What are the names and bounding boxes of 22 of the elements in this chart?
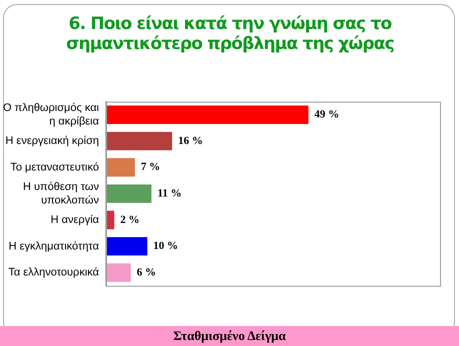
- y-tick-label: Η υπόθεση των υποκλοπών: [23, 181, 100, 206]
- bar: [106, 132, 172, 150]
- bar: [106, 184, 152, 203]
- data-label: 6 %: [136, 266, 156, 278]
- y-tick-label: Το μεταναστευτικό: [10, 161, 99, 174]
- data-label: 16 %: [178, 134, 203, 147]
- bar: [106, 237, 148, 256]
- y-tick-label: Η ενεργειακή κρίση: [5, 135, 99, 148]
- data-label: 11 %: [157, 188, 182, 200]
- text: Σταθμισμένο Δείγμα: [0, 326, 459, 346]
- data-label: 10 %: [153, 240, 178, 252]
- chart-title: 6. Ποιο είναι κατά την γνώμη σας το σημαντικότερο πρόβλημα της χώρας: [65, 14, 395, 54]
- data-label: 2 %: [120, 214, 140, 226]
- y-tick-label: Η εγκληματικότητα: [8, 240, 100, 252]
- y-tick-label: Η ανεργία: [50, 214, 100, 226]
- y-tick-label: Ο πληθωρισμός και η ακρίβεια: [3, 102, 100, 128]
- bar: [106, 106, 308, 124]
- y-tick-label: Τα ελληνοτουρκικά: [8, 266, 100, 279]
- bar: [106, 158, 135, 177]
- data-label: 7 %: [140, 161, 160, 174]
- bar: [106, 263, 131, 282]
- data-label: 49 %: [314, 108, 340, 121]
